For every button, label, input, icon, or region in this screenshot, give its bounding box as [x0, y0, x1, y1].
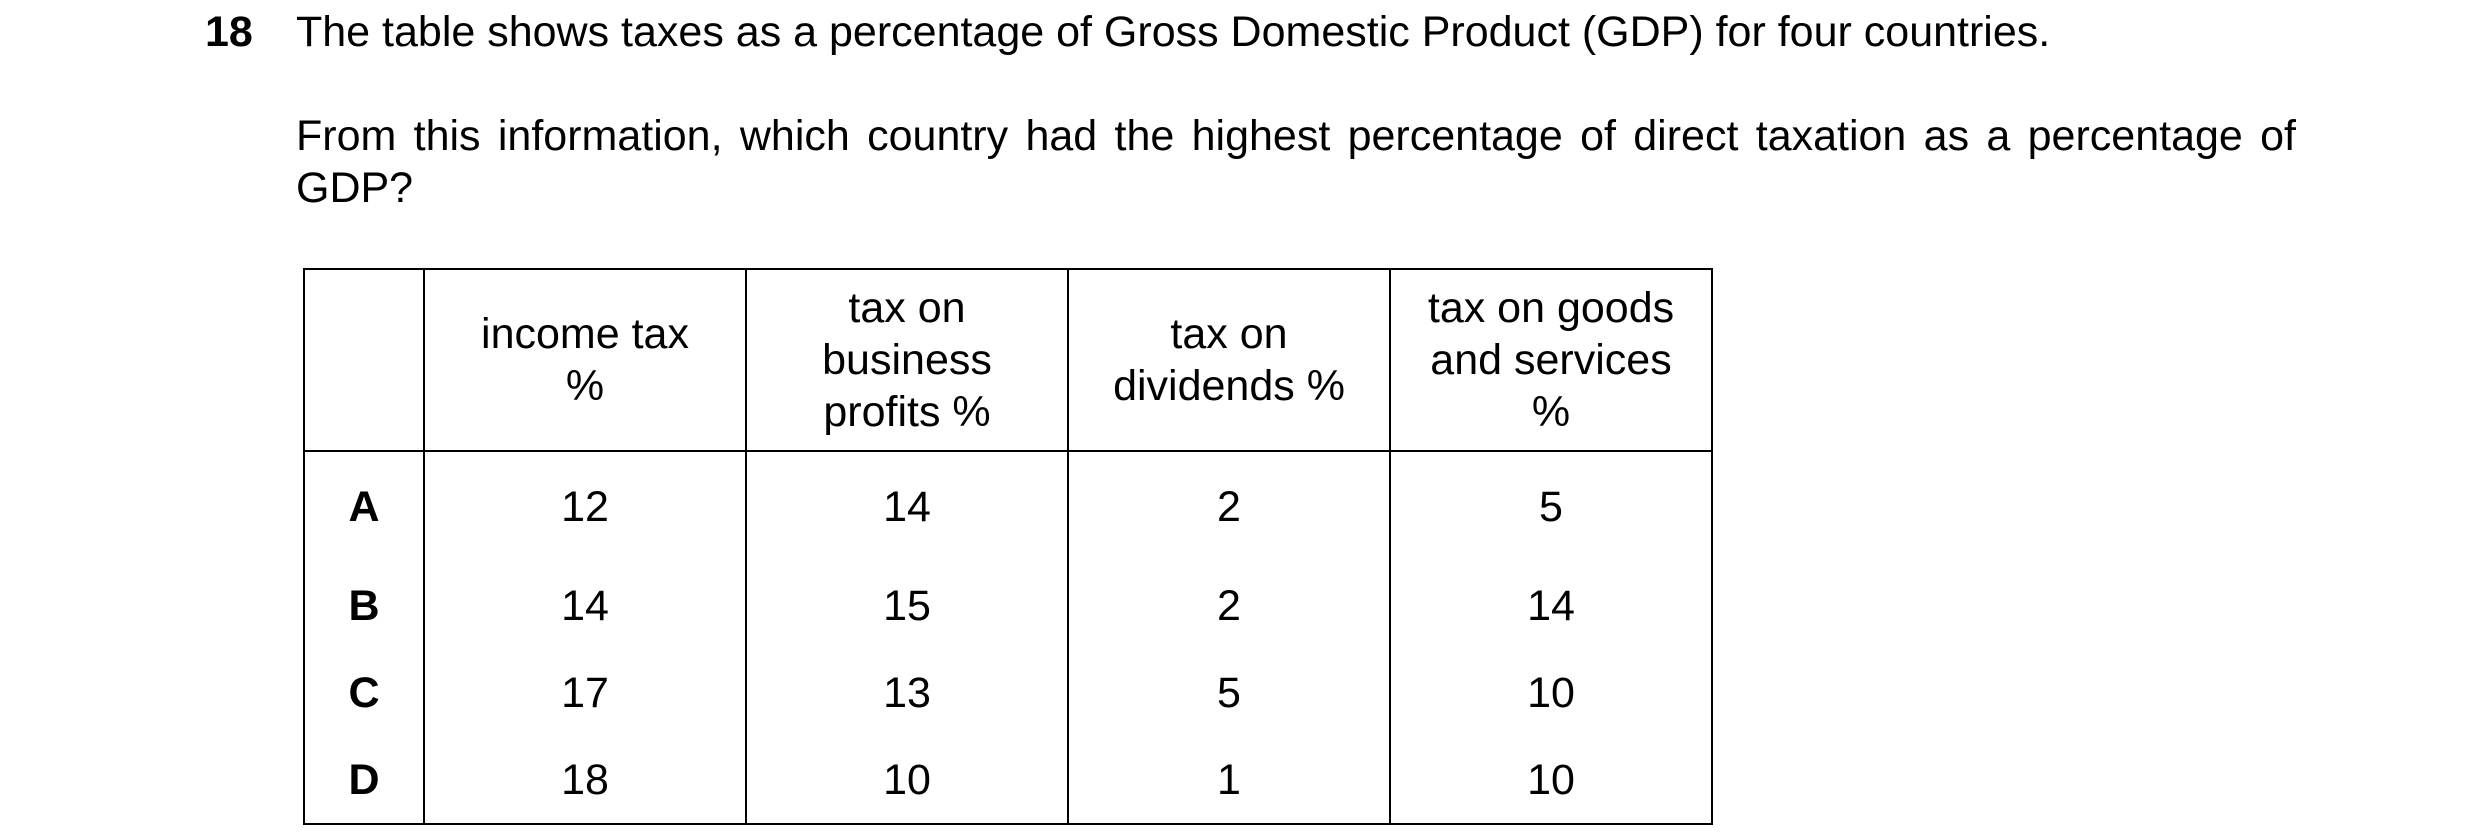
row-label: B: [303, 562, 425, 649]
cell-income-tax: 17: [423, 649, 747, 736]
header-empty: [303, 268, 425, 452]
table-row: D 18 10 1 10: [303, 736, 1713, 825]
cell-income-tax: 14: [423, 562, 747, 649]
cell-income-tax: 12: [423, 450, 747, 562]
cell-dividends: 2: [1067, 562, 1391, 649]
table-row: C 17 13 5 10: [303, 649, 1713, 736]
row-label: A: [303, 450, 425, 562]
table-row: B 14 15 2 14: [303, 562, 1713, 649]
question-prompt: From this information, which country had…: [296, 112, 2296, 212]
header-goods-services: tax on goods and services %: [1389, 268, 1713, 452]
row-label: C: [303, 649, 425, 736]
table-row: A 12 14 2 5: [303, 450, 1713, 562]
tax-table: income tax % tax on business profits % t…: [303, 268, 1713, 825]
cell-dividends: 5: [1067, 649, 1391, 736]
cell-goods-services: 10: [1389, 649, 1713, 736]
question-number: 18: [205, 8, 253, 56]
cell-goods-services: 10: [1389, 736, 1713, 825]
header-income-tax: income tax %: [423, 268, 747, 452]
header-dividends: tax on dividends %: [1067, 268, 1391, 452]
cell-business-profits: 14: [745, 450, 1069, 562]
cell-business-profits: 10: [745, 736, 1069, 825]
cell-dividends: 2: [1067, 450, 1391, 562]
question-text: The table shows taxes as a percentage of…: [296, 8, 2051, 56]
cell-business-profits: 15: [745, 562, 1069, 649]
row-label: D: [303, 736, 425, 825]
cell-goods-services: 5: [1389, 450, 1713, 562]
cell-income-tax: 18: [423, 736, 747, 825]
header-business-profits: tax on business profits %: [745, 268, 1069, 452]
table-header-row: income tax % tax on business profits % t…: [303, 268, 1713, 452]
cell-goods-services: 14: [1389, 562, 1713, 649]
cell-business-profits: 13: [745, 649, 1069, 736]
cell-dividends: 1: [1067, 736, 1391, 825]
